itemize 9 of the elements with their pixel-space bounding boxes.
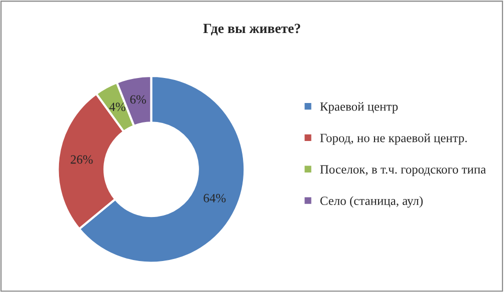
chart-title: Где вы живете?	[203, 24, 300, 36]
data-label: 26%	[70, 155, 93, 164]
legend-label: Поселок, в т.ч. городского типа	[320, 165, 486, 176]
legend-label: Город, но не краевой центр.	[320, 134, 467, 145]
data-label: 4%	[109, 102, 126, 112]
data-label: 64%	[204, 194, 226, 202]
legend-label: Краевой центр	[320, 102, 398, 114]
legend-label: Село (станица, аул)	[320, 196, 423, 208]
data-label: 6%	[130, 95, 146, 104]
